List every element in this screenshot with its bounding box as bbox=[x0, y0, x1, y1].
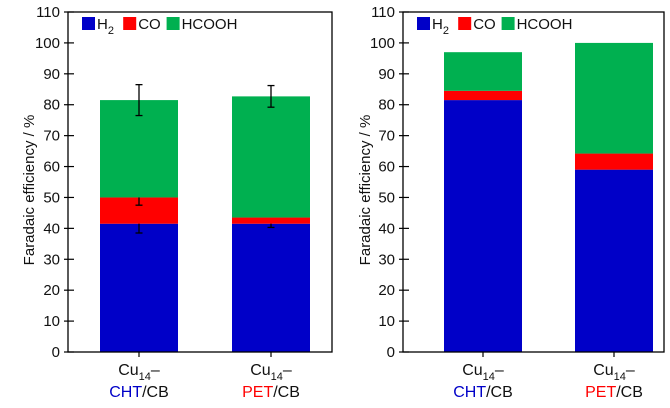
chart-panel-2: 0 10 20 30 40 50 60 70 80 90 100 110 Faradaic effici… bbox=[357, 4, 665, 401]
category-label-subscript: 14 bbox=[614, 371, 626, 383]
category-label-line2: CHT/CB bbox=[453, 384, 513, 401]
legend-label-base: HCOOH bbox=[517, 16, 573, 33]
category-label-line2: PET/CB bbox=[242, 384, 300, 401]
bar-h2-1 bbox=[100, 223, 178, 352]
y-axis-label: Faradaic efficiency / % bbox=[21, 115, 38, 266]
legend-label-hcooh: HCOOH bbox=[517, 16, 573, 33]
y-tick-label: 90 bbox=[378, 66, 395, 83]
y-tick-label: 40 bbox=[43, 220, 60, 237]
category-label-polymer: PET bbox=[585, 384, 616, 401]
y-tick-label: 90 bbox=[43, 66, 60, 83]
y-tick-label: 50 bbox=[43, 189, 60, 206]
y-tick-label: 80 bbox=[43, 97, 60, 114]
category-label-subscript: 14 bbox=[139, 371, 151, 383]
y-tick-label: 30 bbox=[378, 251, 395, 268]
category-label-subscript: 14 bbox=[483, 371, 495, 383]
y-tick-label: 60 bbox=[43, 159, 60, 176]
legend-label-base: CO bbox=[473, 16, 496, 33]
bar-hcooh-2 bbox=[575, 42, 653, 154]
category-label-polymer: CHT bbox=[453, 384, 486, 401]
legend-swatch-hcooh bbox=[166, 17, 180, 30]
legend-label-subscript: 2 bbox=[443, 25, 449, 37]
error-bar-hcooh-1 bbox=[135, 83, 143, 117]
legend: H2 CO HCOOH bbox=[82, 16, 237, 37]
y-tick-label: 60 bbox=[378, 159, 395, 176]
y-tick-label: 40 bbox=[378, 220, 395, 237]
category-label-support: /CB bbox=[616, 384, 643, 401]
category-label-base: Cu bbox=[118, 362, 138, 379]
legend-label-h2: H2 bbox=[97, 16, 114, 37]
legend: H2 CO HCOOH bbox=[417, 16, 572, 37]
y-tick-label: 0 bbox=[52, 344, 60, 361]
category-label-line2: CHT/CB bbox=[109, 384, 169, 401]
y-tick-label: 0 bbox=[387, 344, 395, 361]
legend-label-base: HCOOH bbox=[182, 16, 238, 33]
y-tick-label: 110 bbox=[36, 4, 60, 21]
legend-swatch-co bbox=[458, 17, 472, 30]
legend-label-subscript: 2 bbox=[108, 25, 114, 37]
category-label-line1: Cu14– bbox=[118, 362, 160, 383]
y-tick-label: 80 bbox=[378, 97, 395, 114]
chart-panel-1: 0 10 20 30 40 50 60 70 80 90 100 110 Faradaic effici… bbox=[21, 4, 333, 401]
y-tick-label: 20 bbox=[378, 282, 395, 299]
bar-co-2 bbox=[575, 153, 653, 170]
plot-frame bbox=[402, 11, 665, 353]
bar-h2-2 bbox=[575, 169, 653, 352]
category-label-line1: Cu14– bbox=[250, 362, 292, 383]
y-tick-label: 110 bbox=[371, 4, 395, 21]
y-tick-label: 70 bbox=[378, 128, 395, 145]
y-axis-label: Faradaic efficiency / % bbox=[357, 115, 374, 266]
bar-hcooh-2 bbox=[232, 96, 310, 218]
legend-swatch-hcooh bbox=[501, 17, 515, 30]
y-tick-label: 20 bbox=[43, 282, 60, 299]
y-tick-label: 50 bbox=[378, 189, 395, 206]
y-tick-label: 70 bbox=[43, 128, 60, 145]
bar-hcooh-1 bbox=[100, 100, 178, 198]
legend-label-co: CO bbox=[138, 16, 161, 33]
category-label-suffix: – bbox=[151, 362, 160, 379]
bar-h2-2 bbox=[232, 223, 310, 352]
category-label-suffix: – bbox=[283, 362, 292, 379]
bar-co-2 bbox=[232, 217, 310, 224]
legend-label-base: H bbox=[97, 16, 108, 33]
category-label-base: Cu bbox=[462, 362, 482, 379]
category-label-suffix: – bbox=[495, 362, 504, 379]
category-label-support: /CB bbox=[273, 384, 300, 401]
category-label-line2: PET/CB bbox=[585, 384, 643, 401]
category-label-subscript: 14 bbox=[271, 371, 283, 383]
legend-label-hcooh: HCOOH bbox=[182, 16, 238, 33]
bar-hcooh-1 bbox=[444, 52, 522, 91]
category-label-support: /CB bbox=[142, 384, 169, 401]
error-bar-hcooh-2 bbox=[267, 84, 275, 108]
legend-swatch-h2 bbox=[417, 17, 430, 30]
bar-co-1 bbox=[444, 90, 522, 101]
category-label-suffix: – bbox=[626, 362, 635, 379]
category-label-line1: Cu14– bbox=[462, 362, 504, 383]
category-label-polymer: CHT bbox=[109, 384, 142, 401]
legend-swatch-co bbox=[123, 17, 137, 30]
category-label-support: /CB bbox=[486, 384, 513, 401]
legend-label-base: H bbox=[432, 16, 443, 33]
y-tick-label: 30 bbox=[43, 251, 60, 268]
category-label-base: Cu bbox=[250, 362, 270, 379]
legend-label-h2: H2 bbox=[432, 16, 449, 37]
category-label-line1: Cu14– bbox=[593, 362, 635, 383]
y-tick-label: 10 bbox=[378, 313, 395, 330]
legend-label-base: CO bbox=[138, 16, 161, 33]
category-label-base: Cu bbox=[593, 362, 613, 379]
y-tick-label: 10 bbox=[43, 313, 60, 330]
legend-swatch-h2 bbox=[82, 17, 95, 30]
bar-h2-1 bbox=[444, 100, 522, 352]
y-tick-label: 100 bbox=[35, 35, 60, 52]
category-label-polymer: PET bbox=[242, 384, 273, 401]
y-tick-label: 100 bbox=[370, 35, 395, 52]
plot-frame bbox=[67, 11, 333, 353]
legend-label-co: CO bbox=[473, 16, 496, 33]
